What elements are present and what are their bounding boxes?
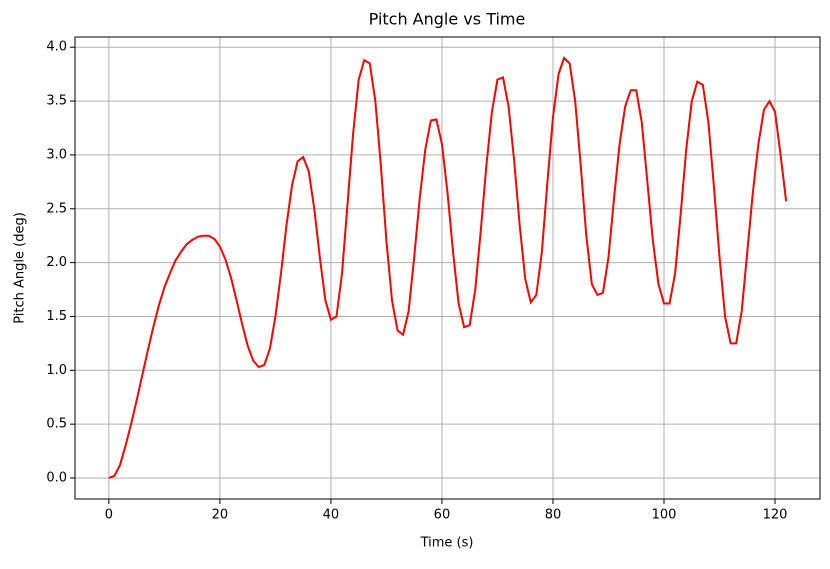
- x-tick-label: 80: [545, 508, 562, 523]
- y-tick-label: 2.0: [46, 255, 67, 270]
- x-tick-label: 0: [105, 508, 113, 523]
- y-tick-label: 0.5: [46, 417, 67, 432]
- data-line: [108, 56, 788, 479]
- y-tick-label: 2.5: [46, 201, 67, 216]
- y-tick-label: 1.5: [46, 309, 67, 324]
- y-tick-label: 3.0: [46, 147, 67, 162]
- x-tick-label: 60: [434, 508, 451, 523]
- x-tick-label: 20: [212, 508, 229, 523]
- y-tick-label: 3.5: [46, 94, 67, 109]
- x-tick-label: 100: [652, 508, 677, 523]
- y-tick-label: 0.0: [46, 471, 67, 486]
- y-axis-label: Pitch Angle (deg): [13, 212, 28, 324]
- y-tick-label: 1.0: [46, 363, 67, 378]
- y-tick-label: 4.0: [46, 40, 67, 55]
- x-tick-label: 40: [323, 508, 340, 523]
- plot-frame: [74, 36, 821, 500]
- chart-title: Pitch Angle vs Time: [369, 10, 526, 29]
- x-tick-label: 120: [763, 508, 788, 523]
- x-axis-label: Time (s): [420, 536, 474, 551]
